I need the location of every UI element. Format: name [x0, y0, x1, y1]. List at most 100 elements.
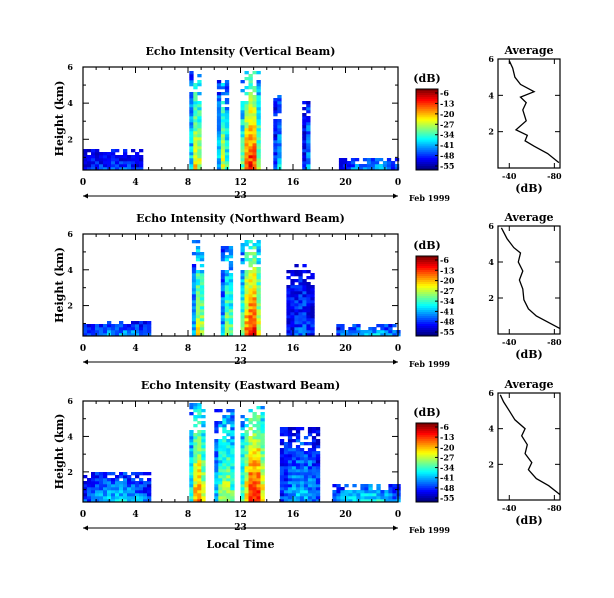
echo-cell-3 — [252, 270, 257, 274]
echo-cell-4 — [302, 288, 307, 292]
echo-cell-3 — [248, 312, 253, 316]
echo-cell-3 — [244, 496, 249, 500]
echo-cell-1 — [199, 321, 205, 325]
echo-cell-3 — [252, 104, 257, 108]
echo-cell-3 — [248, 484, 253, 488]
echo-cell-4 — [294, 321, 299, 325]
echo-cell-1 — [191, 282, 197, 286]
echo-cell-2 — [224, 80, 230, 84]
echo-cell-3 — [240, 149, 245, 153]
echo-cell-0 — [99, 496, 104, 500]
echo-cell-3 — [240, 478, 245, 482]
echo-cell-4 — [302, 306, 307, 310]
echo-cell-0 — [83, 487, 88, 491]
echo-cell-4 — [302, 321, 307, 325]
echo-cell-3 — [244, 288, 249, 292]
echo-cell-4 — [287, 433, 293, 437]
echo-cell-0 — [119, 161, 124, 165]
colorbar-band — [416, 478, 438, 481]
echo-cell-2 — [228, 309, 234, 313]
echo-cell-0 — [135, 481, 140, 485]
echo-cell-3 — [240, 499, 245, 503]
echo-cell-3 — [244, 155, 249, 159]
echo-cell-5 — [302, 161, 307, 165]
echo-cell-1 — [201, 439, 206, 443]
echo-cell-0 — [87, 161, 92, 165]
echo-cell-4 — [299, 427, 305, 431]
echo-cell-0 — [123, 493, 128, 497]
echo-cell-1 — [197, 472, 202, 476]
echo-cell-4 — [294, 285, 299, 289]
echo-cell-0 — [91, 484, 96, 488]
echo-cell-0 — [91, 155, 96, 159]
echo-cell-5 — [348, 490, 353, 494]
echo-cell-1 — [201, 451, 206, 455]
echo-cell-1 — [189, 475, 194, 479]
echo-cell-4 — [287, 454, 293, 458]
echo-cell-1 — [199, 264, 205, 268]
echo-cell-3 — [240, 469, 245, 473]
echo-cell-1 — [201, 424, 206, 428]
echo-cell-0 — [95, 164, 100, 168]
echo-cell-0 — [91, 499, 96, 503]
echo-cell-3 — [240, 140, 245, 144]
echo-cell-2 — [214, 496, 219, 500]
echo-cell-4 — [306, 312, 311, 316]
echo-cell-0 — [123, 484, 128, 488]
echo-cell-5 — [356, 330, 361, 334]
echo-cell-4 — [283, 445, 289, 449]
echo-cell-4 — [277, 95, 282, 99]
echo-cell-2 — [226, 469, 231, 473]
echo-cell-4 — [283, 478, 289, 482]
echo-cell-4 — [298, 300, 303, 304]
echo-cell-5 — [376, 487, 381, 491]
echo-cell-5 — [344, 499, 349, 503]
colorbar-band — [416, 113, 438, 116]
profile-title: Average — [503, 378, 553, 391]
profile-line — [508, 60, 560, 164]
echo-cell-4 — [283, 460, 289, 464]
echo-cell-4 — [279, 451, 285, 455]
echo-cell-0 — [95, 472, 100, 476]
echo-cell-2 — [218, 478, 223, 482]
echo-cell-5 — [352, 327, 357, 331]
echo-cell-1 — [193, 128, 198, 132]
echo-cell-2 — [214, 472, 219, 476]
echo-cell-2 — [224, 327, 230, 331]
echo-cell-2 — [220, 255, 226, 259]
echo-cell-0 — [103, 161, 108, 165]
echo-cell-3 — [248, 285, 253, 289]
echo-cell-4 — [283, 472, 289, 476]
colorbar-tick-label: -55 — [440, 327, 454, 337]
echo-cell-2 — [220, 113, 226, 117]
echo-cell-2 — [214, 490, 219, 494]
echo-cell-2 — [224, 306, 230, 310]
echo-cell-4 — [283, 466, 289, 470]
echo-cell-4 — [299, 460, 305, 464]
echo-cell-2 — [222, 478, 227, 482]
colorbar-band — [416, 266, 438, 269]
echo-cell-4 — [291, 490, 297, 494]
echo-cell-1 — [201, 442, 206, 446]
echo-cell-3 — [252, 155, 257, 159]
echo-cell-5 — [306, 143, 311, 147]
echo-cell-0 — [139, 330, 144, 334]
echo-cell-2 — [218, 448, 223, 452]
echo-cell-1 — [197, 499, 202, 503]
echo-cell-3 — [244, 128, 249, 132]
echo-cell-2 — [224, 285, 230, 289]
colorbar-band — [416, 93, 438, 96]
echo-cell-4 — [283, 463, 289, 467]
echo-cell-1 — [197, 496, 202, 500]
echo-cell-3 — [256, 484, 261, 488]
echo-cell-4 — [302, 330, 307, 334]
echo-cell-4 — [295, 472, 301, 476]
echo-cell-3 — [256, 424, 261, 428]
echo-cell-2 — [228, 306, 234, 310]
echo-cell-0 — [135, 327, 140, 331]
echo-cell-0 — [135, 167, 140, 171]
echo-cell-2 — [224, 312, 230, 316]
echo-cell-1 — [193, 415, 198, 419]
echo-cell-3 — [256, 143, 261, 147]
echo-cell-1 — [189, 406, 194, 410]
